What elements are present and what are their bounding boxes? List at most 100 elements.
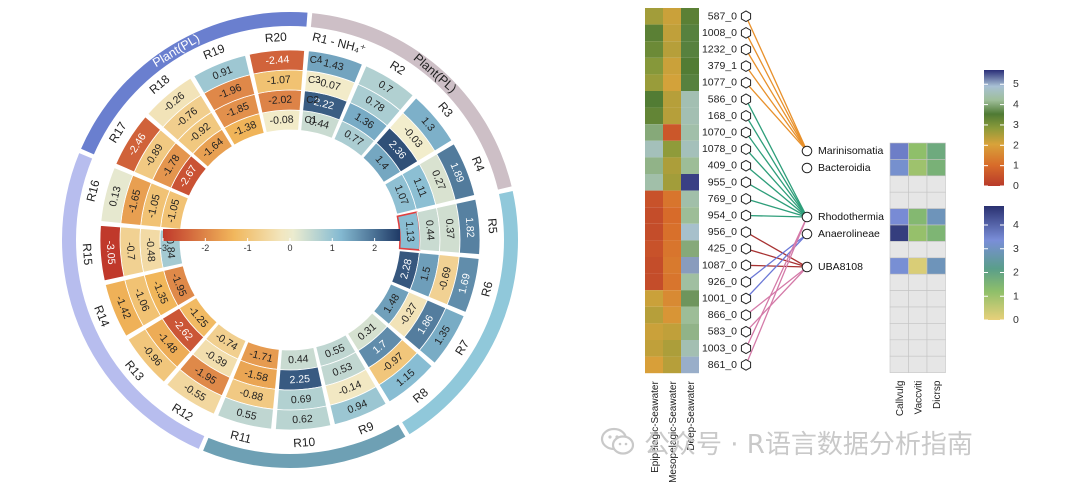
ring-label: C3 (308, 75, 321, 86)
cell-value-label: -0.07 (316, 76, 342, 93)
network-edge (745, 65, 808, 152)
network-edge (745, 216, 808, 349)
column-label: Deep-Seawater (686, 381, 697, 451)
row-label: 1232_0 (702, 44, 737, 56)
seawater-cell (663, 240, 681, 257)
legend-tick-label: 2 (1013, 267, 1019, 279)
seawater-cell (681, 190, 699, 208)
watermark: 公众号 · R语言数据分析指南 (600, 424, 973, 460)
cell-value-label: -0.7 (124, 242, 137, 261)
row-label: 866_0 (708, 309, 737, 321)
plant-cell (889, 191, 909, 209)
seawater-cell (645, 124, 663, 141)
ring-label: C4 (310, 55, 323, 66)
source-node (740, 27, 752, 39)
network-edge (745, 165, 808, 218)
source-node (740, 226, 752, 238)
seawater-cell (681, 124, 699, 141)
seawater-cell (645, 207, 663, 224)
plant-cell (908, 191, 928, 209)
plant-cell (908, 339, 928, 357)
seawater-cell (681, 74, 699, 91)
legend-tick-label: 2 (1013, 139, 1019, 151)
seawater-heatmap: 587_0 1008_0 1232_0 379_1 1077_0 586_0 168_0 10… (645, 8, 737, 483)
seawater-cell (663, 41, 681, 58)
source-node (740, 126, 752, 139)
plant-cell (889, 323, 909, 341)
heat-cell-c4-2 (402, 97, 453, 152)
column-label: Vaccviti (914, 381, 925, 415)
heat-cell-c4-14 (99, 224, 125, 282)
seawater-cell (663, 91, 681, 108)
seawater-cell (663, 57, 681, 75)
cell-value-label: 0.44 (288, 353, 309, 366)
sector-label: R2 (387, 58, 408, 78)
plant-cell (926, 208, 946, 226)
heat-cell-c4-3 (436, 143, 476, 201)
target-label: Marinisomatia (818, 145, 884, 157)
heat-cell-c4-7 (378, 352, 433, 403)
sector-label: R3 (435, 99, 456, 120)
source-node (740, 143, 752, 155)
group-track-segment (61, 153, 205, 449)
seawater-cell (681, 356, 699, 374)
seawater-cell (663, 157, 681, 174)
target-node (801, 211, 813, 223)
seawater-cell (681, 240, 699, 257)
network-edge (745, 214, 808, 218)
plant-cell (908, 241, 928, 259)
legend-tick-label: 0 (1013, 314, 1019, 326)
sector-label: R5 (485, 218, 500, 235)
source-node (740, 159, 752, 172)
plant-cell (908, 290, 928, 308)
sector-label: R19 (201, 41, 227, 62)
heat-cell-c4-17 (147, 77, 202, 128)
source-node (740, 342, 752, 355)
sector-label: R7 (452, 337, 472, 358)
seawater-cell (663, 223, 681, 241)
cell-value-label: -1.71 (248, 348, 274, 365)
seawater-cell (663, 140, 681, 158)
group-label: Plant(PL) (411, 51, 460, 96)
target-label: Rhodothermia (818, 211, 884, 223)
network-edge (745, 266, 808, 333)
sector-label: R8 (410, 385, 431, 406)
cell-value-label: 1.82 (463, 217, 476, 238)
cell-value-label: 2.22 (313, 96, 336, 113)
seawater-cell (663, 323, 681, 340)
seawater-cell (681, 157, 699, 174)
seawater-cell (645, 57, 663, 75)
plant-cell (889, 306, 909, 324)
column-label: Dicrsp (932, 380, 943, 409)
cell-value-label: -0.48 (144, 237, 158, 262)
source-node (740, 193, 752, 205)
row-label: 168_0 (708, 110, 737, 122)
row-label: 1008_0 (702, 27, 737, 39)
source-node (740, 276, 752, 288)
cell-value-label: 1.13 (403, 221, 416, 242)
sector-label: R6 (478, 280, 495, 299)
seawater-cell (663, 124, 681, 141)
legend-tick-label: 1 (1013, 290, 1019, 302)
row-label: 1077_0 (702, 77, 737, 89)
seawater-cell (645, 290, 663, 307)
column-label: Mesopelagic-Seawater (668, 381, 679, 483)
cell-value-label: -0.69 (437, 265, 454, 291)
cell-value-label: -1.07 (266, 74, 291, 88)
seawater-cell (645, 74, 663, 91)
heat-cell-c4-4 (455, 198, 481, 256)
row-label: 409_0 (708, 160, 737, 172)
network-edge (745, 181, 808, 218)
seawater-cell (663, 290, 681, 307)
source-node (740, 242, 752, 255)
seawater-cell (663, 306, 681, 324)
source-node (740, 10, 752, 23)
group-label: Plant(PL) (150, 31, 202, 70)
seawater-cell (645, 41, 663, 58)
plant-cell (908, 273, 928, 291)
seawater-cell (645, 257, 663, 274)
source-node (740, 259, 752, 272)
row-label: 954_0 (708, 210, 737, 222)
plant-cell (926, 224, 946, 242)
